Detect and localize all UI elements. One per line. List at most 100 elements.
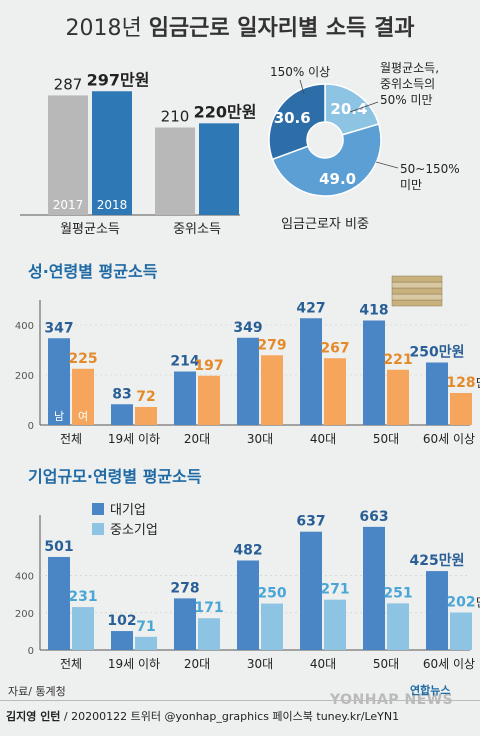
money-stack-icon	[391, 299, 443, 307]
value-label: 225	[68, 351, 97, 367]
value-label: 418	[359, 303, 388, 319]
main-title-text: 임금근로 일자리별 소득 결과	[148, 16, 415, 41]
bar-0-5	[363, 526, 385, 650]
money-stack-icon	[391, 281, 443, 289]
value-label: 425만원	[410, 553, 465, 569]
value-label: 71	[136, 619, 155, 635]
bar-0-4	[300, 531, 322, 650]
value-label: 83	[112, 386, 131, 402]
bar-1-1	[135, 407, 157, 425]
value-label: 197	[194, 358, 223, 374]
y-tick-label: 0	[28, 646, 34, 657]
bar-1-2	[198, 618, 220, 650]
category-label: 30대	[247, 657, 273, 671]
bar-1-0	[72, 607, 94, 650]
value-label: 297만원	[87, 70, 150, 89]
year-label-2017: 2017	[53, 198, 84, 212]
category-label: 60세 이상	[423, 432, 475, 446]
bar-1-2	[198, 375, 220, 425]
bar-0-6	[426, 571, 448, 650]
bar-2018-1	[199, 123, 239, 215]
bar-1-3	[261, 355, 283, 425]
leader-c	[299, 79, 305, 95]
unit-label: 만원	[476, 595, 480, 609]
slice-name-b: 50~150%	[400, 162, 460, 176]
unit-label: 만원	[476, 376, 480, 390]
value-label: 278	[170, 580, 199, 596]
company-age-chart: 0 200 400 501 231 전체 102 71 19세 이하 278 171 20대 482 25…	[15, 503, 480, 671]
y-tick-label: 400	[15, 572, 34, 583]
value-label: 501	[44, 539, 73, 555]
category-label: 전체	[60, 657, 82, 671]
value-label: 267	[320, 340, 349, 356]
value-label: 221	[383, 352, 412, 368]
value-label: 349	[233, 320, 262, 336]
category-label: 19세 이하	[108, 432, 160, 446]
category-label: 50대	[373, 432, 399, 446]
bar-0-0	[48, 556, 70, 650]
category-label: 20대	[184, 657, 210, 671]
footer-divider	[0, 700, 480, 701]
bar-0-4	[300, 318, 322, 425]
leader-b	[375, 161, 399, 169]
category-label: 50대	[373, 657, 399, 671]
bar-0-0	[48, 338, 70, 425]
value-label: 637	[296, 514, 325, 530]
bar-0-2	[174, 598, 196, 650]
slice-value-label: 30.6	[274, 109, 311, 127]
gender-age-title: 성·연령별 평균소득	[28, 262, 158, 281]
slice-name-a: 월평균소득,	[380, 61, 439, 75]
leader-a	[349, 101, 379, 113]
source-text: 자료/ 통계청	[8, 685, 66, 698]
legend-swatch-1	[92, 523, 104, 535]
category-label: 19세 이하	[108, 657, 160, 671]
bar-0-5	[363, 320, 385, 425]
value-label: 128	[446, 375, 475, 391]
donut-slice-0	[324, 83, 380, 136]
bar-2017-0	[48, 95, 88, 215]
main-title-year: 2018년	[65, 16, 142, 41]
category-label: 월평균소득	[60, 222, 120, 237]
bar-1-6	[450, 612, 472, 650]
legend-male: 남	[54, 410, 64, 423]
value-label: 427	[296, 300, 325, 316]
value-label: 202	[446, 594, 475, 610]
credit-details: / 20200122 트위터 @yonhap_graphics 페이스북 tun…	[60, 710, 400, 723]
value-label: 171	[194, 600, 223, 616]
money-stack-icon	[391, 287, 443, 295]
legend-swatch-0	[92, 503, 104, 515]
bar-1-4	[324, 599, 346, 650]
value-label: 72	[136, 389, 155, 405]
bar-0-3	[237, 560, 259, 650]
bar-1-5	[387, 369, 409, 425]
bar-1-1	[135, 636, 157, 650]
value-label: 251	[383, 585, 412, 601]
y-tick-label: 200	[15, 371, 34, 382]
value-label: 220만원	[194, 102, 257, 121]
category-label: 30대	[247, 432, 273, 446]
credit-name: 김지영 인턴	[6, 710, 61, 723]
main-title: 2018년 임금근로 일자리별 소득 결과	[0, 10, 480, 42]
value-label: 102	[107, 613, 136, 629]
bar-1-0	[72, 368, 94, 425]
y-tick-label: 0	[28, 421, 34, 432]
bar-1-3	[261, 603, 283, 650]
category-label: 전체	[60, 432, 82, 446]
bar-2017-1	[155, 127, 195, 215]
year-label-2018: 2018	[97, 198, 128, 212]
value-label: 287	[54, 75, 83, 93]
bar-1-4	[324, 358, 346, 425]
credit-line: 김지영 인턴 / 20200122 트위터 @yonhap_graphics 페…	[6, 708, 399, 724]
bar-0-2	[174, 371, 196, 425]
slice-name-c: 150% 이상	[270, 65, 330, 79]
money-stack-icon	[391, 275, 443, 283]
bar-2018-0	[92, 91, 132, 215]
donut-slice-1	[271, 123, 382, 197]
category-label: 중위소득	[173, 222, 221, 237]
bar-0-1	[111, 631, 133, 650]
value-label: 210	[161, 108, 190, 126]
value-label: 250	[257, 586, 286, 602]
money-stack-icon	[391, 293, 443, 301]
